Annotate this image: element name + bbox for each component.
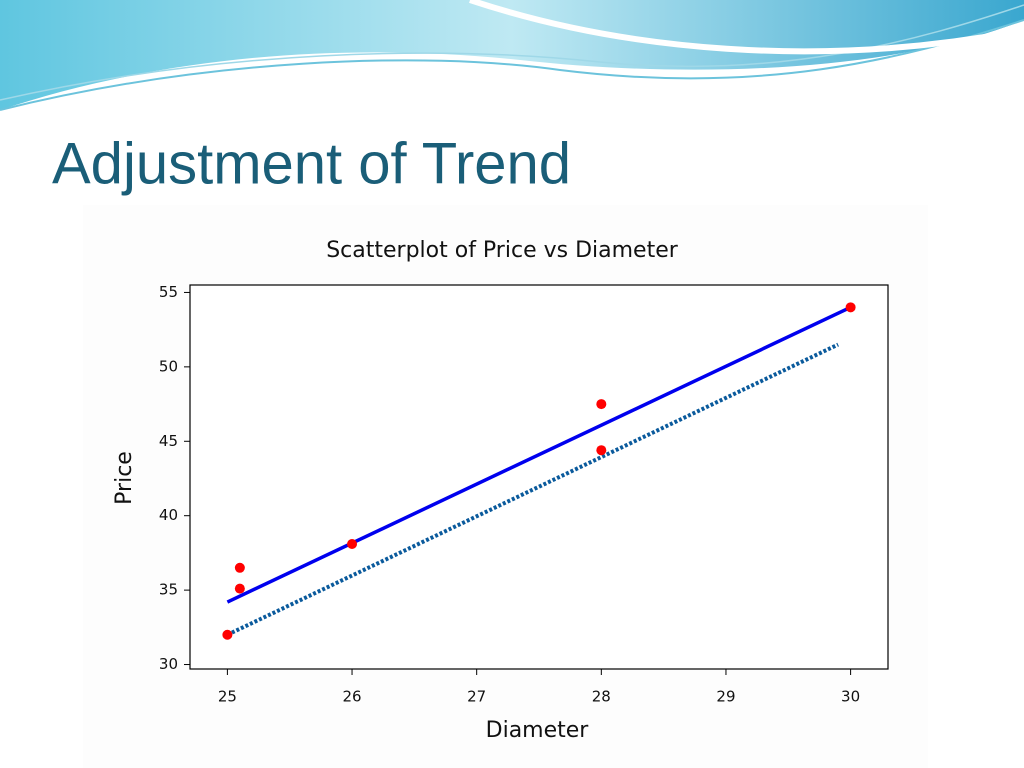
trend-line	[226, 342, 840, 637]
x-tick-label: 30	[841, 688, 860, 706]
x-tick-label: 26	[342, 688, 361, 706]
plot-area	[189, 284, 889, 670]
data-point	[596, 445, 607, 456]
data-point	[222, 629, 233, 640]
x-axis-label: Diameter	[486, 718, 590, 743]
x-tick-label: 25	[218, 688, 237, 706]
data-point	[845, 302, 856, 313]
y-tick-label: 30	[159, 655, 178, 673]
slide-title: Adjustment of Trend	[52, 131, 571, 196]
y-tick-label: 50	[159, 357, 178, 375]
data-point	[596, 399, 607, 410]
trend-line	[226, 305, 852, 604]
y-tick-label: 55	[159, 283, 178, 301]
chart-title: Scatterplot of Price vs Diameter	[326, 238, 679, 263]
header-decoration	[0, 0, 1024, 111]
x-tick-label: 29	[716, 688, 735, 706]
x-tick-label: 27	[467, 688, 486, 706]
data-point	[234, 562, 245, 573]
y-axis-label: Price	[112, 451, 137, 505]
y-tick-label: 45	[159, 432, 178, 450]
x-tick-label: 28	[592, 688, 611, 706]
data-point	[347, 538, 358, 549]
data-point	[234, 583, 245, 594]
y-tick-label: 35	[159, 581, 178, 599]
y-tick-label: 40	[159, 506, 178, 524]
